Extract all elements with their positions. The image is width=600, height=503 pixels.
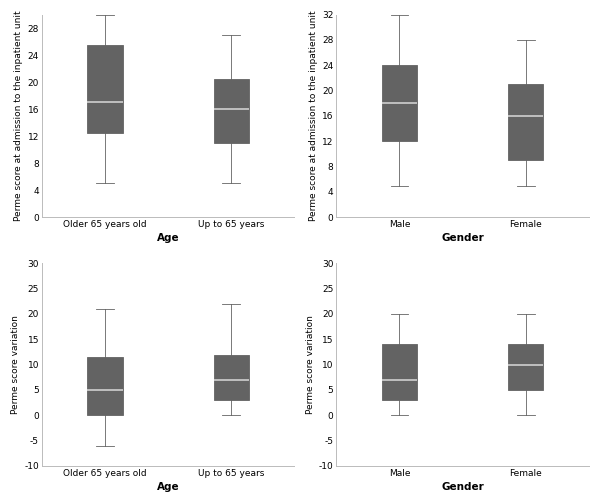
PathPatch shape: [508, 345, 544, 390]
X-axis label: Age: Age: [157, 233, 179, 243]
PathPatch shape: [382, 345, 417, 400]
X-axis label: Age: Age: [157, 482, 179, 492]
PathPatch shape: [214, 355, 249, 400]
PathPatch shape: [87, 357, 122, 415]
PathPatch shape: [382, 65, 417, 141]
PathPatch shape: [87, 45, 122, 133]
Y-axis label: Perme score variation: Perme score variation: [11, 315, 20, 414]
Y-axis label: Perme score variation: Perme score variation: [305, 315, 314, 414]
PathPatch shape: [508, 85, 544, 160]
Y-axis label: Perme score at admission to the inpatient unit: Perme score at admission to the inpatien…: [14, 11, 23, 221]
X-axis label: Gender: Gender: [441, 233, 484, 243]
X-axis label: Gender: Gender: [441, 482, 484, 492]
Y-axis label: Perme score at admission to the inpatient unit: Perme score at admission to the inpatien…: [309, 11, 318, 221]
PathPatch shape: [214, 79, 249, 143]
